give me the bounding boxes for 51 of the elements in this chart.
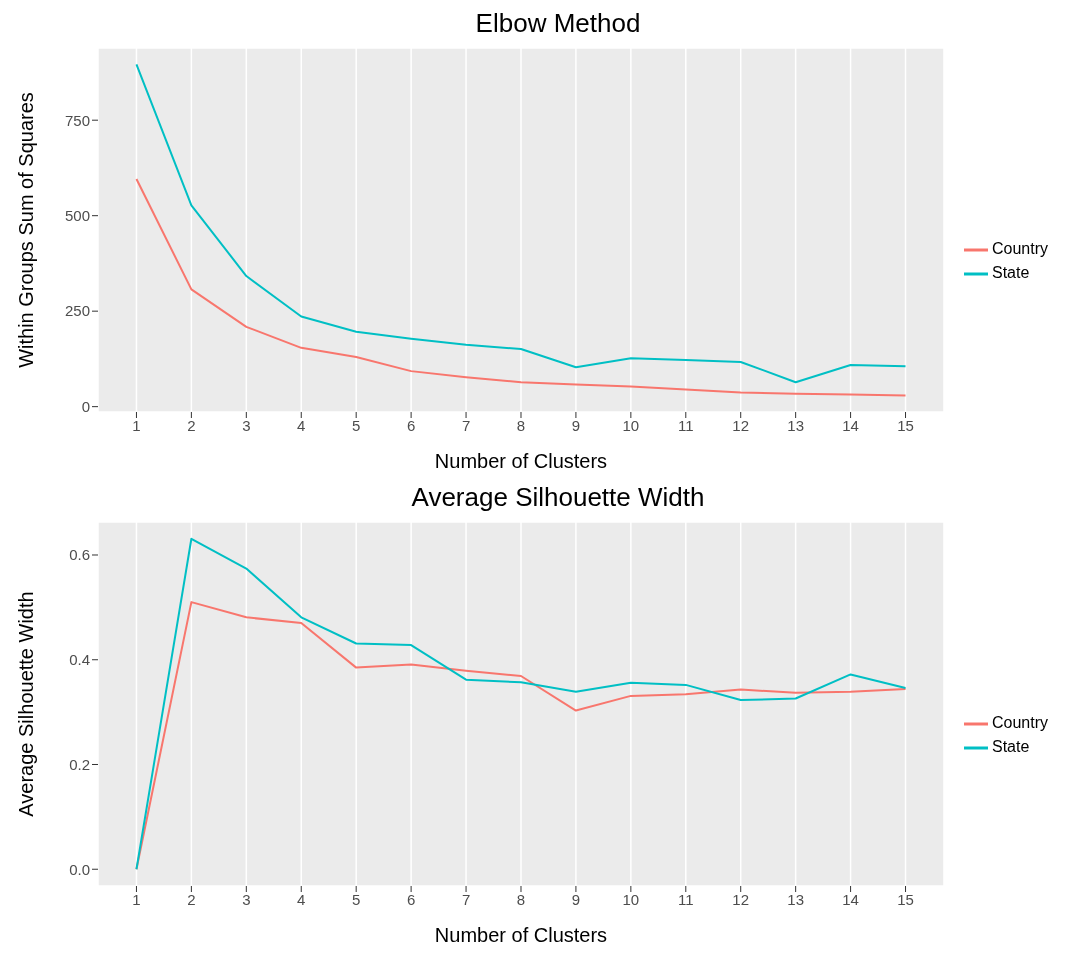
x-tick-label: 1: [132, 890, 141, 908]
x-tick-label: 15: [897, 416, 914, 434]
legend-label: State: [991, 738, 1030, 756]
line-series: [135, 537, 907, 871]
x-tick-label: 13: [787, 416, 804, 434]
legend-label: Country: [991, 714, 1048, 732]
x-tick-label: 8: [516, 890, 526, 908]
x-tick-label: 2: [187, 416, 196, 434]
x-tick-label: 12: [732, 416, 750, 434]
x-tick-label: 10: [622, 890, 640, 908]
y-tick-label: 0.2: [69, 755, 90, 773]
x-tick-label: 6: [406, 890, 416, 908]
x-axis-title: Number of Clusters: [434, 924, 608, 946]
x-tick-label: 7: [461, 416, 471, 434]
y-tick-label: 0.4: [69, 651, 90, 669]
line-series: [135, 63, 907, 384]
legend-label: State: [991, 264, 1030, 282]
x-tick-label: 11: [677, 890, 694, 908]
x-tick-label: 6: [406, 416, 416, 434]
x-tick-label: 4: [297, 890, 306, 908]
x-tick-label: 9: [571, 416, 581, 434]
x-tick-label: 1: [132, 416, 141, 434]
y-tick-label: 0.6: [69, 546, 90, 564]
x-tick-label: 9: [571, 890, 581, 908]
x-tick-label: 3: [242, 416, 251, 434]
y-tick-label: 0.0: [69, 860, 90, 878]
x-tick-label: 12: [732, 890, 750, 908]
chart-title: Average Silhouette Width: [410, 482, 706, 514]
x-tick-label: 5: [352, 416, 361, 434]
x-tick-label: 3: [242, 890, 251, 908]
chart-title: Elbow Method: [474, 8, 642, 40]
x-tick-label: 7: [461, 890, 471, 908]
x-tick-label: 8: [516, 416, 526, 434]
line-series: [135, 178, 907, 397]
legend-label: Country: [991, 240, 1048, 258]
x-tick-label: 10: [622, 416, 640, 434]
x-tick-label: 15: [897, 890, 914, 908]
x-tick-label: 11: [677, 416, 694, 434]
x-tick-label: 13: [787, 890, 804, 908]
y-tick-label: 0: [81, 397, 90, 415]
y-axis-title: Within Groups Sum of Squares: [15, 92, 38, 368]
x-tick-label: 2: [187, 890, 196, 908]
x-tick-label: 4: [297, 416, 306, 434]
y-tick-label: 250: [64, 302, 90, 320]
y-tick-label: 750: [64, 111, 90, 129]
x-axis-title: Number of Clusters: [434, 450, 608, 472]
x-tick-label: 14: [842, 890, 859, 908]
x-tick-label: 14: [842, 416, 859, 434]
y-tick-label: 500: [64, 207, 90, 224]
y-axis-title: Average Silhouette Width: [15, 591, 38, 817]
x-tick-label: 5: [352, 890, 361, 908]
